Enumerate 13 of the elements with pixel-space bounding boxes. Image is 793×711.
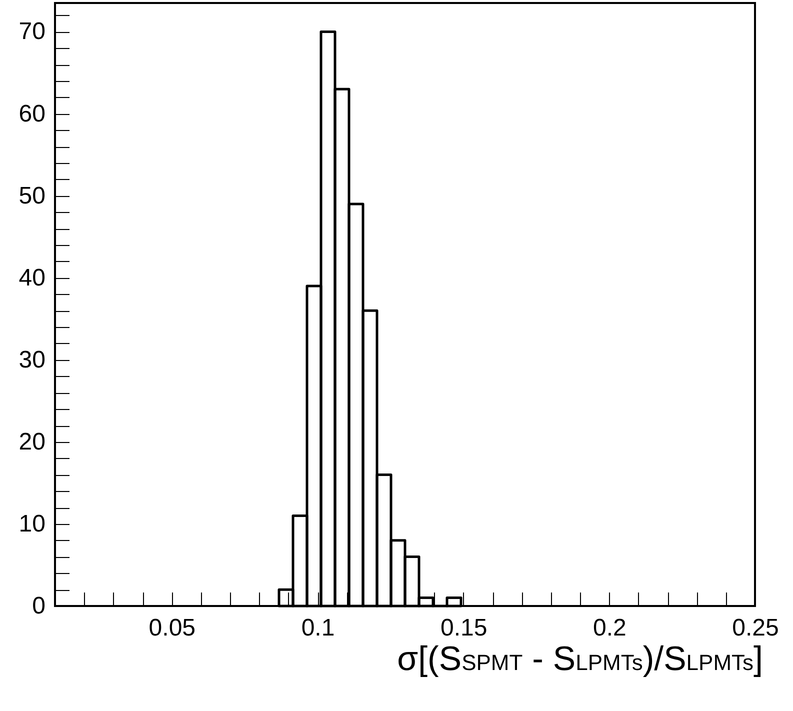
y-tick-label: 50 (18, 182, 46, 210)
y-tick-label: 10 (18, 510, 46, 538)
y-tick-label: 40 (18, 264, 46, 292)
y-tick-label: 20 (18, 428, 46, 456)
x-tick-label: 0.05 (148, 614, 196, 642)
y-tick-label: 60 (18, 100, 46, 128)
x-tick-label: 0.1 (301, 614, 335, 642)
x-tick-label: 0.15 (440, 614, 488, 642)
x-tick-label: 0.2 (592, 614, 626, 642)
y-tick-label: 70 (18, 18, 46, 46)
y-tick-label: 30 (18, 346, 46, 374)
y-tick-label: 0 (32, 592, 46, 620)
x-tick-label: 0.25 (732, 614, 779, 642)
